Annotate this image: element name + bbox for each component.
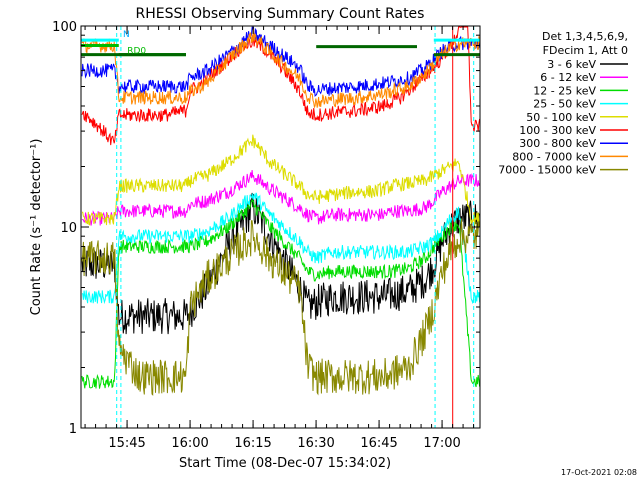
y-axis-label: Count Rate (s⁻¹ detector⁻¹) [29, 139, 44, 316]
series-line [81, 25, 481, 98]
legend-header: FDecim 1, Att 0 [543, 44, 628, 57]
series-7000-15000-kev [81, 218, 481, 396]
series-line [81, 192, 481, 305]
legend-label: 7000 - 15000 keV [498, 164, 596, 177]
series-50-100-kev [82, 134, 481, 226]
y-tick-label: 1 [69, 422, 77, 437]
y-axis: 1 10 100 [52, 20, 480, 437]
series-layer [81, 25, 481, 396]
legend-label: 800 - 7000 keV [512, 150, 596, 163]
series-line [81, 218, 481, 396]
x-tick-label: 16:00 [171, 436, 208, 451]
x-tick-label: 16:45 [360, 436, 397, 451]
legend-label: 12 - 25 keV [533, 84, 596, 97]
series-300-800-kev [81, 25, 481, 98]
legend-label: 6 - 12 keV [540, 71, 596, 84]
series-25-50-kev [81, 192, 481, 305]
series-line [81, 169, 481, 226]
series-line [81, 198, 481, 389]
annotation-label: N [123, 30, 130, 40]
y-tick-label: 100 [52, 20, 77, 35]
series-line [81, 28, 481, 109]
series-line [82, 134, 481, 226]
annotation-label: RD0 [127, 46, 146, 56]
legend-label: 50 - 100 keV [526, 111, 596, 124]
x-tick-label: 17:00 [423, 436, 460, 451]
y-tick-label: 10 [60, 221, 77, 236]
legend-label: 300 - 800 keV [519, 137, 596, 150]
legend-label: 3 - 6 keV [547, 58, 596, 71]
legend-header: Det 1,3,4,5,6,9, [542, 30, 628, 43]
series-12-25-kev [81, 198, 481, 389]
legend-label: 25 - 50 keV [533, 98, 596, 111]
series-800-7000-kev [81, 28, 481, 109]
legend: Det 1,3,4,5,6,9,FDecim 1, Att 03 - 6 keV… [498, 30, 628, 177]
legend-label: 100 - 300 keV [519, 124, 596, 137]
event-marks-layer: N RD0 [81, 26, 480, 428]
series-line [81, 26, 481, 146]
series-100-300-kev [81, 26, 481, 146]
series-6-12-kev [81, 169, 481, 226]
x-tick-label: 16:15 [234, 436, 271, 451]
footer-timestamp: 17-Oct-2021 02:08 [561, 468, 637, 477]
x-tick-label: 15:45 [108, 436, 145, 451]
chart-title: RHESSI Observing Summary Count Rates [136, 6, 425, 22]
x-axis-label: Start Time (08-Dec-07 15:34:02) [179, 456, 391, 471]
x-axis: 15:45 16:00 16:15 16:30 16:45 17:00 [84, 26, 475, 451]
x-tick-label: 16:30 [297, 436, 334, 451]
